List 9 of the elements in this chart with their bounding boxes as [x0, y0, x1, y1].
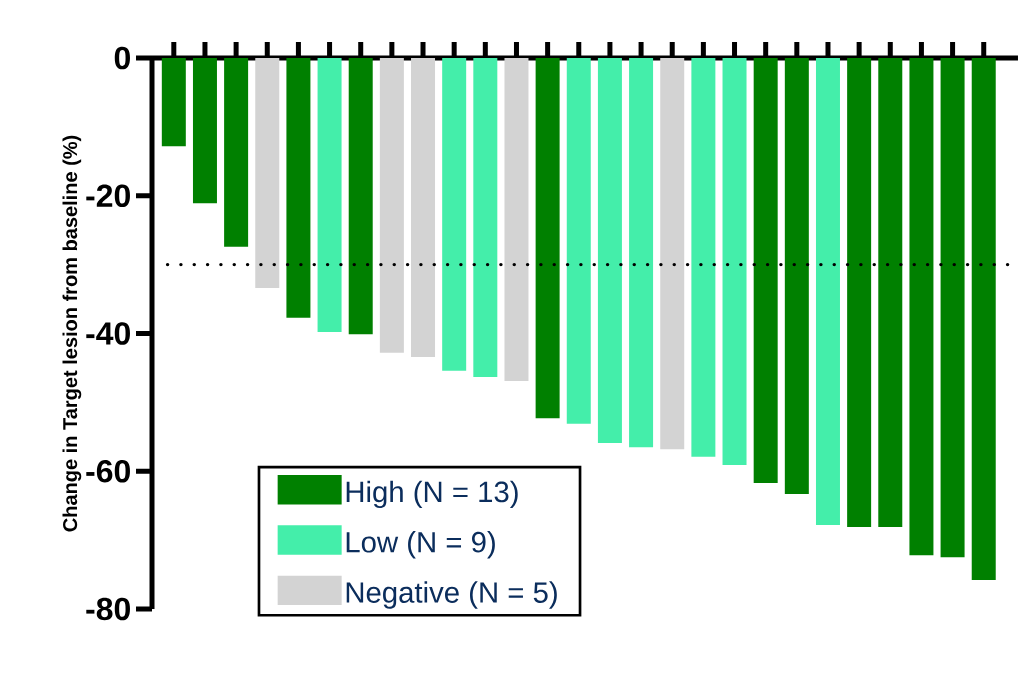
- y-tick-label: -60: [86, 459, 130, 483]
- y-tick-label: 0: [114, 46, 130, 70]
- legend-label: High (N = 13): [346, 480, 518, 509]
- legend-label: Low (N = 9): [346, 531, 495, 559]
- y-tick-label: -40: [86, 322, 130, 345]
- y-tick-label: -80: [86, 597, 130, 621]
- y-tick-label: -20: [86, 184, 130, 208]
- legend-label: Negative (N = 5): [346, 581, 557, 609]
- y-axis-title: Change in Target lesion from baseline (%): [62, 135, 82, 532]
